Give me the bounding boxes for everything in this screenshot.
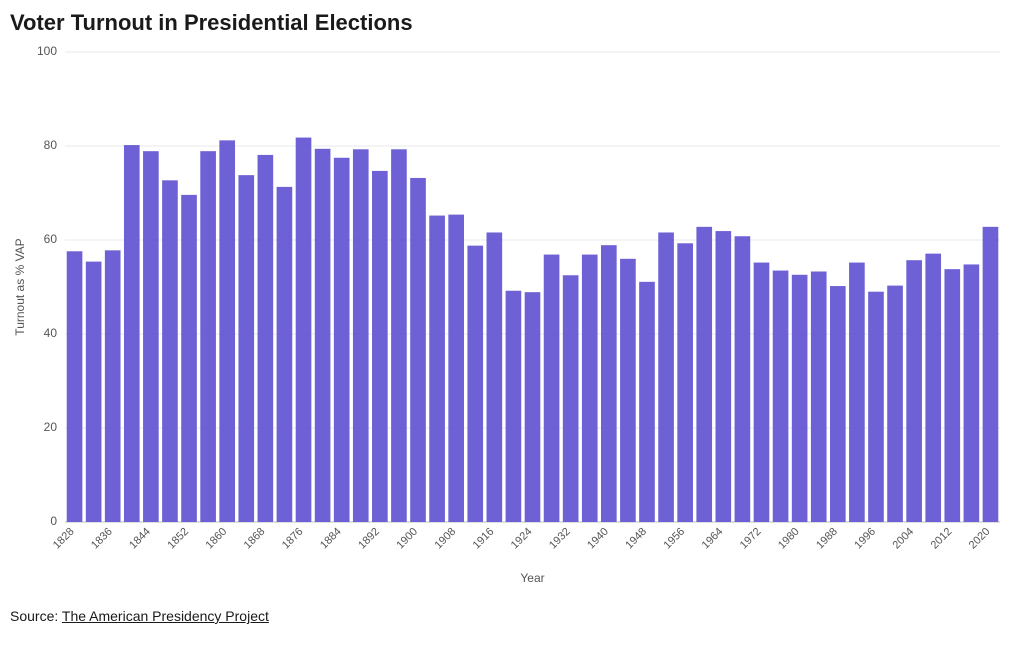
x-tick-label: 1932	[547, 526, 573, 552]
bar[interactable]	[544, 255, 560, 522]
x-tick-label: 1828	[51, 526, 77, 552]
bar[interactable]	[658, 232, 674, 522]
bar[interactable]	[277, 187, 293, 522]
x-tick-label: 2020	[967, 526, 993, 552]
bar[interactable]	[792, 275, 808, 522]
bar[interactable]	[448, 215, 464, 522]
y-tick-label: 0	[50, 514, 57, 528]
bar[interactable]	[219, 140, 235, 522]
x-tick-label: 1940	[585, 526, 611, 552]
bar[interactable]	[715, 231, 731, 522]
x-tick-label: 2004	[890, 526, 916, 552]
bar[interactable]	[372, 171, 388, 522]
x-tick-label: 1924	[509, 526, 535, 552]
bar[interactable]	[429, 216, 445, 522]
source-line: Source: The American Presidency Project	[10, 608, 1010, 624]
bar[interactable]	[582, 255, 598, 522]
y-tick-label: 60	[44, 232, 58, 246]
chart-title: Voter Turnout in Presidential Elections	[10, 10, 1010, 36]
bar[interactable]	[143, 151, 159, 522]
bar[interactable]	[391, 149, 407, 522]
y-tick-label: 40	[44, 326, 58, 340]
bar[interactable]	[258, 155, 274, 522]
x-tick-label: 1860	[204, 526, 230, 552]
bar[interactable]	[620, 259, 636, 522]
x-tick-label: 1892	[356, 526, 382, 552]
bar[interactable]	[925, 254, 941, 522]
bar[interactable]	[849, 263, 865, 522]
bar[interactable]	[563, 275, 579, 522]
bar[interactable]	[773, 271, 789, 522]
bar[interactable]	[238, 175, 254, 522]
x-tick-label: 1836	[89, 526, 115, 552]
bar[interactable]	[830, 286, 846, 522]
x-tick-label: 1868	[242, 526, 268, 552]
y-tick-label: 100	[37, 44, 57, 58]
bar[interactable]	[696, 227, 712, 522]
x-tick-label: 1956	[661, 526, 687, 552]
bar[interactable]	[200, 151, 216, 522]
bar[interactable]	[964, 264, 980, 522]
bar[interactable]	[811, 271, 827, 522]
bar[interactable]	[162, 180, 178, 522]
bar[interactable]	[906, 260, 922, 522]
x-tick-label: 1876	[280, 526, 306, 552]
bar-chart-svg: 0 20 40 60 80 100 1828 1836 1844 1852 1860 1868 1876…	[10, 42, 1010, 602]
y-tick-label: 80	[44, 138, 58, 152]
bar[interactable]	[353, 149, 369, 522]
bar[interactable]	[677, 243, 693, 522]
bar[interactable]	[506, 291, 522, 522]
x-tick-label: 1972	[738, 526, 764, 552]
y-axis-title: Turnout as % VAP	[13, 238, 27, 335]
bar[interactable]	[181, 195, 197, 522]
bar[interactable]	[983, 227, 999, 522]
bar[interactable]	[124, 145, 140, 522]
bar[interactable]	[315, 149, 331, 522]
bar[interactable]	[105, 250, 121, 522]
bar[interactable]	[735, 236, 751, 522]
bar[interactable]	[86, 262, 102, 522]
bar[interactable]	[67, 251, 83, 522]
x-tick-label: 1988	[814, 526, 840, 552]
y-tick-label: 20	[44, 420, 58, 434]
x-tick-label: 1916	[471, 526, 497, 552]
bar[interactable]	[487, 232, 503, 522]
bar[interactable]	[525, 292, 541, 522]
x-tick-label: 1996	[852, 526, 878, 552]
x-tick-label: 1948	[623, 526, 649, 552]
source-link[interactable]: The American Presidency Project	[62, 608, 269, 624]
x-tick-label: 1852	[165, 526, 191, 552]
bar[interactable]	[887, 286, 903, 522]
x-tick-label: 1844	[127, 526, 153, 552]
x-tick-label: 2012	[929, 526, 955, 552]
bar[interactable]	[944, 269, 960, 522]
x-axis-title: Year	[520, 571, 544, 585]
x-tick-label: 1908	[432, 526, 458, 552]
x-tick-label: 1884	[318, 526, 344, 552]
bar[interactable]	[639, 282, 655, 522]
bar[interactable]	[410, 178, 426, 522]
bar[interactable]	[334, 158, 350, 522]
source-prefix: Source:	[10, 608, 62, 624]
x-tick-label: 1980	[776, 526, 802, 552]
bar[interactable]	[868, 292, 884, 522]
bar[interactable]	[467, 246, 483, 522]
bar[interactable]	[296, 138, 312, 522]
x-tick-label: 1900	[394, 526, 420, 552]
bar[interactable]	[601, 245, 617, 522]
chart-area: 0 20 40 60 80 100 1828 1836 1844 1852 1860 1868 1876…	[10, 42, 1010, 602]
x-tick-label: 1964	[700, 526, 726, 552]
bar[interactable]	[754, 263, 770, 522]
